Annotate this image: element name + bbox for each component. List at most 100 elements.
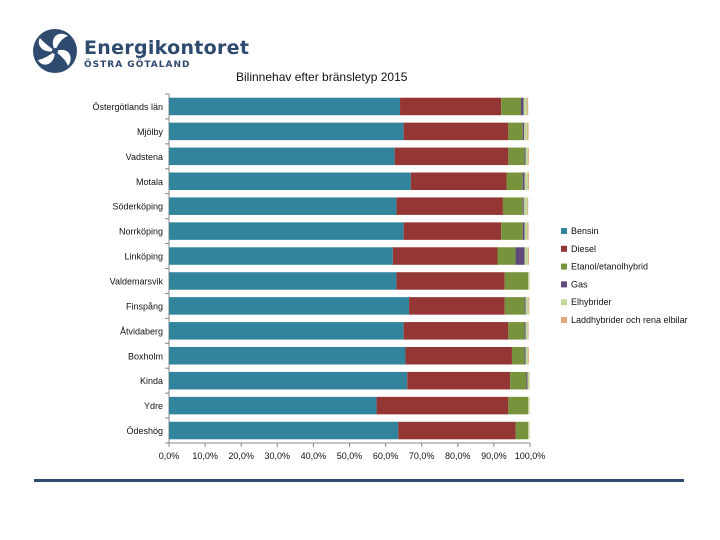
- category-label: Valdemarsvik: [110, 276, 164, 286]
- bar-segment: Ödeshög – Diesel: 32.5: [398, 421, 516, 440]
- bar-segment: Söderköping – Diesel: 29.5: [396, 197, 503, 215]
- legend-swatch: [561, 317, 567, 323]
- bar-segment: Mjölby – Elhybrider: 0.9: [524, 122, 528, 141]
- bar-segment: Vadstena – Laddhybrider och rena elbilar…: [528, 147, 529, 166]
- bar-segment: Finspång – Gas: 0.3: [524, 297, 526, 315]
- bar-segment: Mjölby – Gas: 0.4: [522, 122, 525, 141]
- bar-segment: Söderköping – Bensin: 63: [169, 197, 397, 215]
- legend-swatch: [561, 263, 567, 270]
- category-label: Boxholm: [128, 351, 163, 361]
- bar-segment: Kinda – Bensin: 66: [169, 371, 408, 390]
- category-label: Norrköping: [119, 227, 163, 237]
- bar-segment: Linköping – Diesel: 29: [392, 247, 498, 265]
- bar-segment: Linköping – Bensin: 62: [169, 247, 393, 265]
- category-label: Ödeshög: [126, 426, 163, 436]
- bar-segment: Vadstena – Diesel: 31.5: [394, 147, 509, 166]
- x-tick-label: 0,0%: [159, 451, 180, 461]
- bar-segment: Valdemarsvik – Bensin: 63: [169, 272, 397, 290]
- bar-segment: Boxholm – Elhybrider: 0.7: [525, 347, 529, 365]
- legend-swatch: [561, 245, 567, 252]
- bar-segment: Åtvidaberg – Bensin: 65: [169, 322, 404, 340]
- bar-segment: Motala – Etanol/etanolhybrid: 4.5: [506, 172, 523, 190]
- bar-segment: Linköping – Elhybrider: 0.9: [524, 247, 528, 265]
- bar-segment: Åtvidaberg – Elhybrider: 0.6: [525, 322, 528, 340]
- x-tick-label: 70,0%: [409, 451, 435, 461]
- logo-name: Energikontoret: [84, 37, 250, 59]
- bar-segment: Mjölby – Etanol/etanolhybrid: 4: [508, 122, 523, 141]
- bar-segment: Söderköping – Etanol/etanolhybrid: 5.5: [502, 197, 523, 215]
- category-label: Östergötlands län: [92, 102, 163, 112]
- bar-segment: Åtvidaberg – Laddhybrider och rena elbil…: [527, 322, 529, 340]
- bar-segment: Motala – Laddhybrider och rena elbilar: …: [527, 172, 529, 190]
- bar-segment: Söderköping – Gas: 0.3: [522, 197, 524, 215]
- bar-segment: Norrköping – Laddhybrider och rena elbil…: [527, 222, 529, 240]
- x-tick-label: 60,0%: [373, 451, 399, 461]
- category-label: Finspång: [126, 301, 163, 311]
- bar-segment: Mjölby – Diesel: 29: [403, 122, 509, 141]
- bar-segment: Ödeshög – Etanol/etanolhybrid: 3.5: [515, 421, 529, 440]
- legend-swatch: [561, 299, 567, 306]
- bar-segment: Motala – Diesel: 26.5: [410, 172, 507, 190]
- x-tick-label: 50,0%: [337, 451, 363, 461]
- bar-segment: Vadstena – Gas: 0.3: [524, 147, 526, 166]
- bar-segment: Kinda – Diesel: 28.5: [407, 371, 511, 390]
- bar-segment: Boxholm – Diesel: 29.5: [405, 347, 512, 365]
- bar-segment: Linköping – Laddhybrider och rena elbila…: [527, 247, 529, 265]
- x-tick-label: 90,0%: [481, 451, 507, 461]
- category-label: Linköping: [124, 252, 163, 262]
- bar-segment: Ödeshög – Bensin: 63.5: [169, 421, 399, 440]
- bar-segment: Boxholm – Laddhybrider och rena elbilar:…: [528, 347, 529, 365]
- bar-segment: Linköping – Etanol/etanolhybrid: 5: [497, 247, 516, 265]
- bar-segment: Boxholm – Gas: 0.3: [524, 347, 526, 365]
- bar-segment: Kinda – Etanol/etanolhybrid: 4.5: [510, 371, 527, 390]
- bar-segment: Ydre – Diesel: 36.5: [376, 396, 509, 415]
- bar-segment: Mjölby – Bensin: 65: [169, 122, 404, 141]
- bar-segment: Vadstena – Elhybrider: 0.7: [525, 147, 529, 166]
- x-tick-label: 40,0%: [301, 451, 327, 461]
- legend-swatch: [561, 281, 567, 288]
- category-label: Söderköping: [112, 202, 163, 212]
- bar-segment: Åtvidaberg – Etanol/etanolhybrid: 4.5: [508, 322, 525, 340]
- category-label: Motala: [136, 177, 163, 187]
- x-tick-label: 30,0%: [265, 451, 291, 461]
- bar-segment: Valdemarsvik – Etanol/etanolhybrid: 6.5: [504, 272, 529, 290]
- bar-segment: Norrköping – Elhybrider: 0.8: [524, 222, 528, 240]
- legend-label: Laddhybrider och rena elbilar: [571, 315, 688, 325]
- bar-segment: Kinda – Elhybrider: 0.5: [527, 371, 530, 390]
- bar-segment: Östergötlands län – Diesel: 28: [400, 97, 502, 116]
- bar-segment: Norrköping – Gas: 0.5: [522, 222, 525, 240]
- category-label: Kinda: [140, 376, 163, 386]
- bar-segment: Norrköping – Bensin: 65: [169, 222, 404, 240]
- legend-label: Bensin: [571, 226, 599, 236]
- bar-segment: Ydre – Elhybrider: 0.3: [528, 396, 530, 415]
- bar-segment: Finspång – Bensin: 66.5: [169, 297, 410, 315]
- bar-segment: Valdemarsvik – Elhybrider: 0.3: [528, 272, 530, 290]
- bar-segment: Boxholm – Bensin: 65.5: [169, 347, 406, 365]
- bar-segment: Finspång – Etanol/etanolhybrid: 5.5: [504, 297, 525, 315]
- bar-segment: Åtvidaberg – Gas: 0.3: [524, 322, 526, 340]
- x-tick-label: 20,0%: [228, 451, 254, 461]
- legend-label: Gas: [571, 279, 588, 289]
- legend-swatch: [561, 228, 567, 234]
- bar-segment: Östergötlands län – Gas: 0.7: [520, 97, 524, 116]
- bar-segment: Ydre – Etanol/etanolhybrid: 5.5: [508, 396, 529, 415]
- logo: Energikontoret ÖSTRA GÖTALAND: [30, 26, 260, 82]
- category-label: Åtvidaberg: [120, 326, 163, 336]
- chart-title: Bilinnehav efter bränsletyp 2015: [236, 70, 408, 84]
- bar-segment: Mjölby – Laddhybrider och rena elbilar: …: [527, 122, 529, 141]
- footer-divider: [34, 479, 684, 482]
- x-tick-label: 10,0%: [192, 451, 218, 461]
- legend-label: Diesel: [571, 244, 596, 254]
- bar-segment: Söderköping – Elhybrider: 1: [523, 197, 528, 215]
- category-label: Mjölby: [137, 127, 164, 137]
- bar-segment: Östergötlands län – Bensin: 64: [169, 97, 401, 116]
- bar-segment: Östergötlands län – Elhybrider: 1: [523, 97, 528, 116]
- bar-segment: Motala – Bensin: 67: [169, 172, 411, 190]
- bar-segment: Norrköping – Diesel: 27: [403, 222, 502, 240]
- bar-segment: Ydre – Bensin: 57.5: [169, 396, 377, 415]
- fan-logo-icon: [33, 29, 77, 73]
- bar-segment: Boxholm – Etanol/etanolhybrid: 3.5: [511, 347, 525, 365]
- bar-segment: Söderköping – Laddhybrider och rena elbi…: [527, 197, 529, 215]
- bar-segment: Finspång – Elhybrider: 0.8: [525, 297, 529, 315]
- x-tick-label: 80,0%: [445, 451, 471, 461]
